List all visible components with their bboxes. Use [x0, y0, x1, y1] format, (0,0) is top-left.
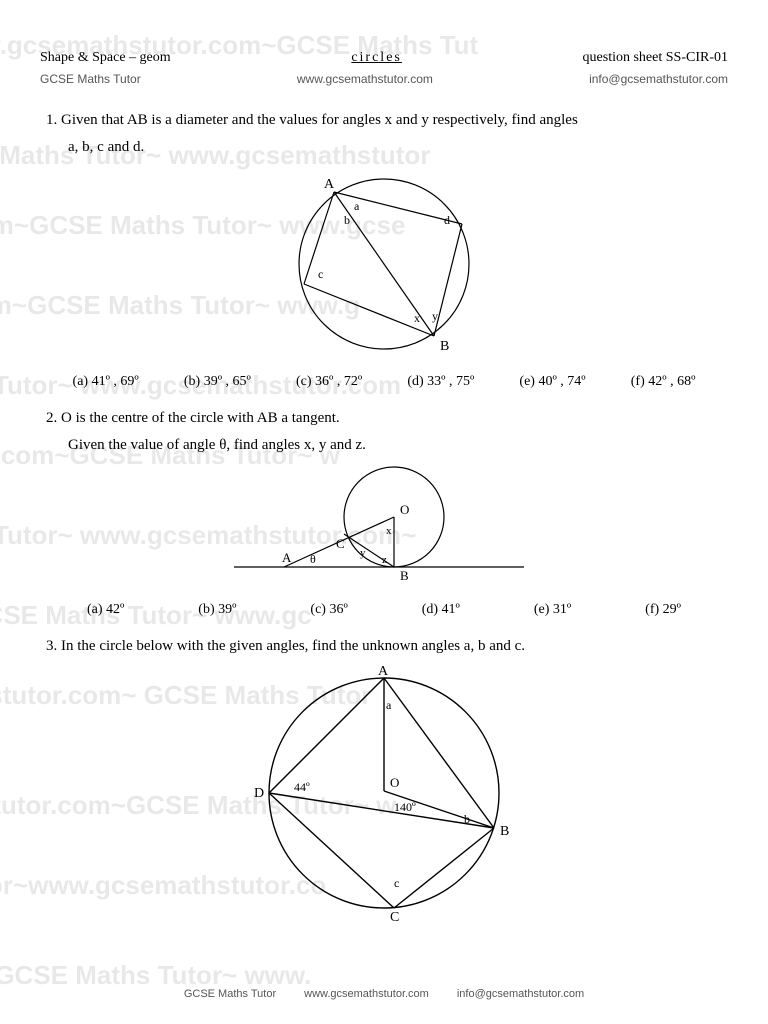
- header-row: Shape & Space – geom circles question sh…: [40, 50, 728, 66]
- footer-c: info@gcsemathstutor.com: [457, 988, 584, 1000]
- angle-b: b: [344, 213, 350, 227]
- q2-line2: Given the value of angle θ, find angles …: [68, 435, 728, 456]
- angle-c: c: [318, 267, 323, 281]
- q1-ans-d: (d) 33º , 75º: [407, 374, 474, 390]
- footer: GCSE Maths Tutor www.gcsemathstutor.com …: [0, 988, 768, 1000]
- subheader-right: info@gcsemathstutor.com: [589, 72, 728, 86]
- q2-ans-d: (d) 41º: [422, 602, 460, 618]
- q2-label-A: A: [282, 550, 292, 565]
- subheader-mid: www.gcsemathstutor.com: [297, 72, 433, 86]
- q2-ans-c: (c) 36º: [310, 602, 347, 618]
- q1-answers: (a) 41º , 69º (b) 39º , 65º (c) 36º , 72…: [50, 374, 718, 390]
- label-B: B: [440, 339, 449, 354]
- q2-label-O: O: [400, 502, 409, 517]
- q1-ans-b: (b) 39º , 65º: [184, 374, 251, 390]
- q2-label-B: B: [400, 568, 409, 583]
- q3-label-A: A: [378, 664, 389, 679]
- q3-line1: 3. In the circle below with the given an…: [46, 636, 728, 657]
- q3-b: b: [464, 812, 470, 826]
- footer-a: GCSE Maths Tutor: [184, 988, 276, 1000]
- q2-answers: (a) 42º (b) 39º (c) 36º (d) 41º (e) 31º …: [50, 602, 718, 618]
- footer-b: www.gcsemathstutor.com: [304, 988, 429, 1000]
- q3-label-B: B: [500, 824, 509, 839]
- subheader-row: GCSE Maths Tutor www.gcsemathstutor.com …: [40, 72, 728, 86]
- q1-line2: a, b, c and d.: [68, 137, 728, 158]
- subheader-left: GCSE Maths Tutor: [40, 72, 141, 86]
- q2-ans-a: (a) 42º: [87, 602, 124, 618]
- angle-x: x: [414, 311, 420, 325]
- q3-angle-D: 44º: [294, 780, 310, 794]
- q2-y: y: [360, 547, 366, 559]
- q3-diagram: A B C D O 44º 140º a b c: [244, 663, 524, 923]
- q1-ans-a: (a) 41º , 69º: [73, 374, 139, 390]
- header-mid: circles: [351, 50, 402, 66]
- q2-diagram: A B C O θ x y z: [224, 462, 544, 592]
- q3-c: c: [394, 876, 399, 890]
- angle-d: d: [444, 213, 450, 227]
- label-A: A: [324, 177, 335, 192]
- q2-ans-f: (f) 29º: [645, 602, 681, 618]
- q1-diagram: A B a b c d x y: [264, 164, 504, 364]
- q2-label-C: C: [336, 536, 345, 551]
- q2-x: x: [386, 525, 392, 537]
- q1-ans-c: (c) 36º , 72º: [296, 374, 362, 390]
- angle-a: a: [354, 199, 360, 213]
- q2-theta: θ: [310, 552, 316, 566]
- q1-ans-f: (f) 42º , 68º: [631, 374, 696, 390]
- header-right: question sheet SS-CIR-01: [583, 50, 728, 66]
- q3-label-C: C: [390, 910, 399, 923]
- header-left: Shape & Space – geom: [40, 50, 171, 66]
- q2-line1: 2. O is the centre of the circle with AB…: [46, 408, 728, 429]
- q2-ans-b: (b) 39º: [198, 602, 236, 618]
- q2-ans-e: (e) 31º: [534, 602, 571, 618]
- q1-ans-e: (e) 40º , 74º: [519, 374, 585, 390]
- angle-y: y: [432, 309, 438, 323]
- q3-label-D: D: [254, 786, 264, 801]
- q3-label-O: O: [390, 775, 399, 790]
- q3-angle-O: 140º: [394, 800, 416, 814]
- q1-line1: 1. Given that AB is a diameter and the v…: [46, 110, 728, 131]
- q2-z: z: [382, 554, 387, 566]
- q3-a: a: [386, 698, 392, 712]
